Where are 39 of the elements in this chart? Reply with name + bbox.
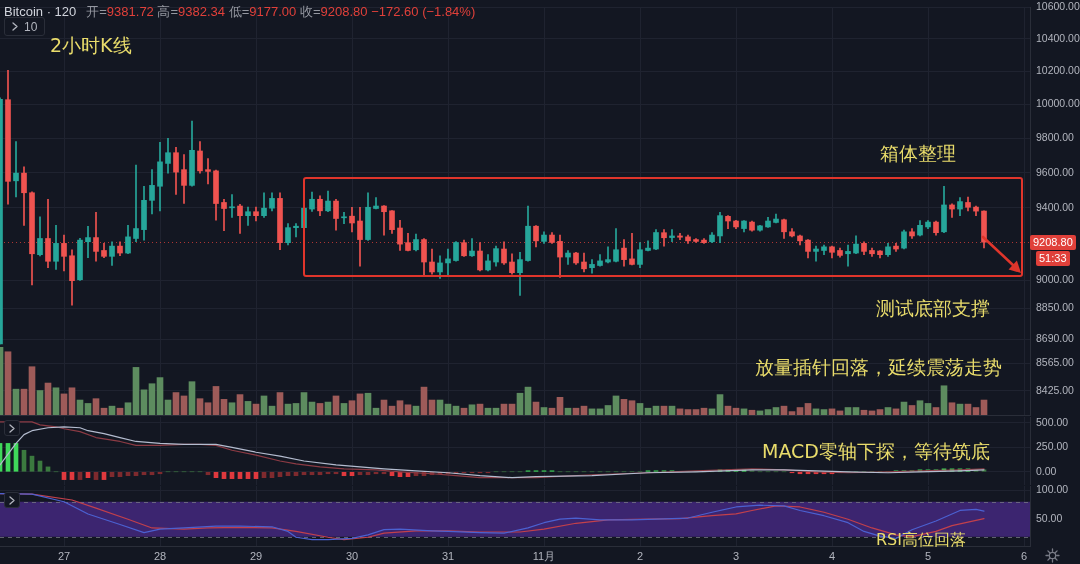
x-tick-label: 2 <box>636 549 644 562</box>
y-tick-label: 500.00 <box>1036 415 1069 428</box>
text: 开=9381.72 高=9382.34 低=9177.00 收=9208.80 −172.60 (−1.84%) <box>86 4 476 19</box>
y-tick-label: 9600.00 <box>1036 165 1075 178</box>
y-tick-label: 9000.00 <box>1036 273 1075 286</box>
y-tick-label: 100.00 <box>1036 482 1069 495</box>
x-tick-label: 28 <box>153 549 167 562</box>
y-tick-label: 10600.00 <box>1036 0 1080 12</box>
chart-title: Bitcoin · 120 <box>4 4 77 19</box>
x-tick-label: 5 <box>924 549 932 562</box>
annotation: 2小时K线 <box>50 34 132 57</box>
x-tick-label: 29 <box>249 549 263 562</box>
y-tick-label: 0.00 <box>1036 464 1057 477</box>
annotation: MACD零轴下探，等待筑底 <box>762 440 990 463</box>
x-tick-label: 30 <box>345 549 359 562</box>
x-tick-label: 6 <box>1020 549 1028 562</box>
y-tick-label: 9800.00 <box>1036 131 1075 144</box>
y-tick-label: 8565.00 <box>1036 356 1075 369</box>
x-tick-label: 3 <box>732 549 740 562</box>
y-tick-label: 50.00 <box>1036 512 1063 525</box>
annotation: 放量插针回落，延续震荡走势 <box>755 356 1002 379</box>
x-tick-label: 27 <box>57 549 71 562</box>
annotation: 测试底部支撑 <box>876 297 990 320</box>
x-tick-label: 11月 <box>532 549 556 562</box>
y-tick-label: 9400.00 <box>1036 200 1075 213</box>
y-tick-label: 8850.00 <box>1036 301 1075 314</box>
ref-line-label: 9208.80 <box>1030 234 1076 250</box>
annotation: 10 <box>24 19 38 34</box>
x-tick-label: 31 <box>441 549 455 562</box>
annotation: 箱体整理 <box>880 142 956 165</box>
y-tick-label: 10400.00 <box>1036 31 1080 44</box>
y-tick-label: 10200.00 <box>1036 64 1080 77</box>
y-tick-label: 10000.00 <box>1036 97 1080 110</box>
text: 51:33 <box>1036 250 1070 266</box>
expand-button: 10 <box>4 17 46 36</box>
y-tick-label: 8690.00 <box>1036 331 1075 344</box>
x-tick-label: 4 <box>828 549 836 562</box>
y-tick-label: 250.00 <box>1036 440 1069 453</box>
y-tick-label: 8425.00 <box>1036 383 1075 396</box>
